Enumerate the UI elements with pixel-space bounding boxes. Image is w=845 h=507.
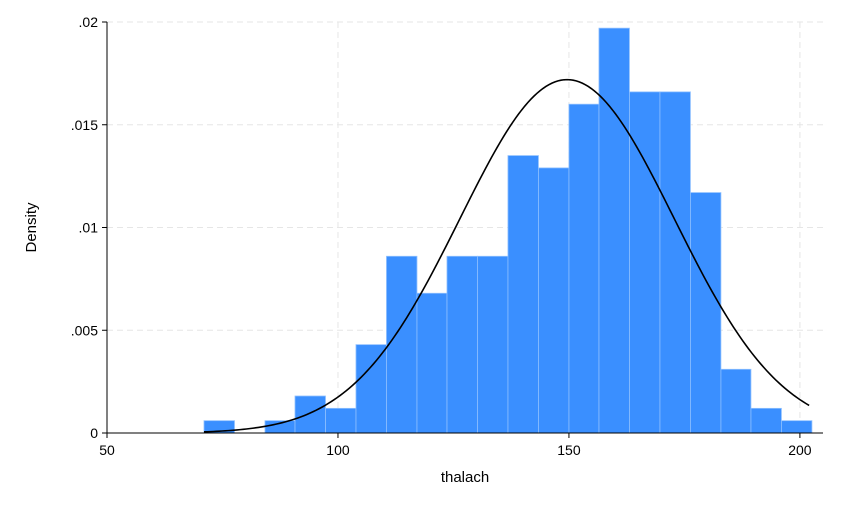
histogram-bar	[720, 368, 752, 434]
histogram-bars	[203, 27, 813, 434]
x-tick-label: 200	[788, 442, 812, 458]
axes	[102, 21, 823, 438]
histogram-bar	[538, 167, 570, 434]
normal-density-curve	[203, 78, 810, 433]
y-tick-label: 0	[90, 425, 98, 441]
histogram-bar	[325, 407, 357, 434]
histogram-bar	[750, 407, 782, 434]
histogram-bar	[355, 344, 387, 434]
x-tick-label: 150	[557, 442, 581, 458]
x-axis-title: thalach	[441, 469, 489, 486]
y-tick-label: .015	[71, 117, 98, 133]
histogram-bar	[294, 395, 326, 434]
histogram-bar	[507, 155, 539, 434]
x-tick-label: 100	[326, 442, 350, 458]
histogram-bar	[446, 255, 478, 434]
histogram-bar	[568, 103, 600, 434]
histogram-bar	[629, 91, 661, 434]
histogram-bar	[598, 27, 630, 434]
x-tick-label: 50	[99, 442, 115, 458]
y-tick-label: .005	[71, 322, 98, 338]
histogram-bar	[477, 255, 509, 434]
histogram-bar	[416, 292, 448, 434]
y-axis-title: Density	[23, 202, 40, 253]
histogram-bar	[386, 255, 418, 434]
y-tick-label: .01	[79, 220, 99, 236]
histogram-bar	[690, 192, 722, 434]
y-tick-label: .02	[79, 14, 99, 30]
histogram-bar	[659, 91, 691, 434]
histogram-bar	[781, 420, 813, 434]
tick-labels: 0 .005 .01 .015 .02 50 100 150 200	[71, 14, 812, 458]
